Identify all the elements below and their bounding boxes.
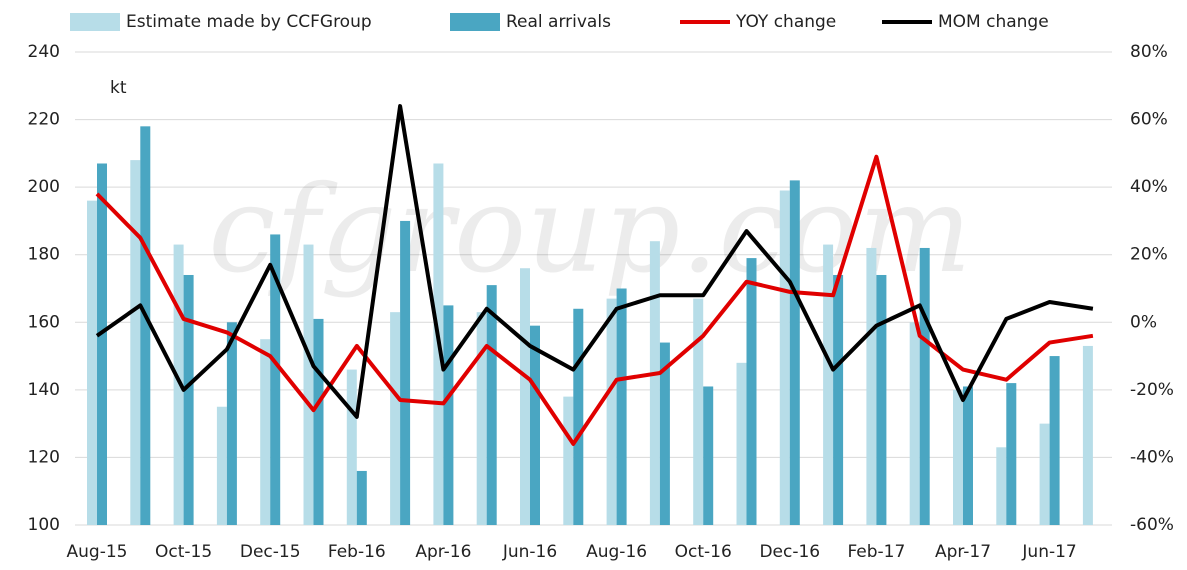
bar [1006, 383, 1017, 525]
bar [97, 163, 107, 525]
bar [823, 244, 834, 526]
bar [303, 244, 314, 526]
bar [909, 322, 920, 525]
bar [130, 160, 141, 525]
bar [183, 274, 194, 525]
bar [659, 342, 670, 525]
bar [260, 339, 271, 525]
x-tick-label: Feb-16 [328, 542, 386, 562]
bar [476, 312, 487, 525]
x-tick-label: Oct-16 [675, 542, 732, 562]
bar [616, 288, 627, 525]
bar [919, 247, 930, 525]
y-tick-label: 120 [28, 447, 60, 467]
bar [736, 362, 747, 525]
x-tick-label: Aug-15 [67, 542, 128, 562]
bar [953, 389, 963, 525]
bar [356, 470, 367, 525]
bar [996, 447, 1007, 525]
x-tick-label: Feb-17 [847, 542, 905, 562]
bar [573, 308, 584, 525]
x-tick-label: Dec-15 [240, 542, 301, 562]
x-tick-label: Jun-17 [1021, 542, 1076, 562]
x-tick-label: Jun-16 [502, 542, 557, 562]
legend-swatch [450, 13, 500, 31]
bar [520, 268, 530, 525]
y2-tick-label: 40% [1130, 177, 1168, 197]
legend-swatch [70, 13, 120, 31]
bar [87, 200, 97, 525]
y2-tick-label: 60% [1130, 110, 1168, 130]
bar [313, 318, 324, 525]
bar [563, 396, 574, 525]
bar [173, 244, 184, 526]
watermark: cfgroup.com [208, 161, 972, 300]
unit-annotation: kt [110, 78, 127, 98]
y2-tick-label: -40% [1130, 447, 1174, 467]
bar [443, 305, 454, 525]
bar [140, 126, 151, 525]
x-tick-label: Apr-17 [935, 542, 991, 562]
bar [789, 180, 800, 525]
bar [216, 406, 227, 525]
bar [866, 247, 877, 525]
bar [963, 386, 973, 525]
line [95, 154, 1094, 446]
legend-label: YOY change [735, 12, 836, 32]
y-tick-label: 160 [28, 312, 60, 332]
bar [1082, 345, 1093, 525]
legend-label: MOM change [938, 12, 1049, 32]
line [95, 104, 1094, 419]
bar [876, 274, 887, 525]
legend-label: Estimate made by CCFGroup [126, 12, 372, 32]
x-tick-label: Aug-16 [586, 542, 647, 562]
bar [746, 258, 757, 525]
bar [606, 298, 617, 525]
x-tick-label: Oct-15 [155, 542, 212, 562]
y2-tick-label: 0% [1130, 312, 1157, 332]
y2-tick-label: -60% [1130, 515, 1174, 535]
bar [226, 322, 237, 525]
bar [1049, 356, 1060, 525]
y-tick-label: 180 [28, 245, 60, 265]
y2-tick-label: 20% [1130, 245, 1168, 265]
bar [390, 312, 401, 525]
bar [270, 234, 281, 525]
x-tick-label: Apr-16 [415, 542, 471, 562]
y-tick-label: 200 [28, 177, 60, 197]
bar [693, 298, 704, 525]
y2-tick-label: -20% [1130, 380, 1174, 400]
bar [486, 285, 497, 525]
y-tick-label: 140 [28, 380, 60, 400]
legend-label: Real arrivals [506, 12, 611, 32]
bar [833, 274, 844, 525]
bar [1039, 423, 1050, 525]
bar [400, 220, 411, 525]
y2-tick-label: 80% [1130, 42, 1168, 62]
x-tick-label: Dec-16 [759, 542, 820, 562]
bar [530, 325, 540, 525]
y-tick-label: 220 [28, 110, 60, 130]
bar [649, 241, 660, 525]
bar [703, 386, 714, 525]
y-tick-label: 100 [28, 515, 60, 535]
y-tick-label: 240 [28, 42, 60, 62]
bar [346, 369, 357, 525]
grid [75, 51, 1112, 526]
bar [779, 190, 790, 525]
